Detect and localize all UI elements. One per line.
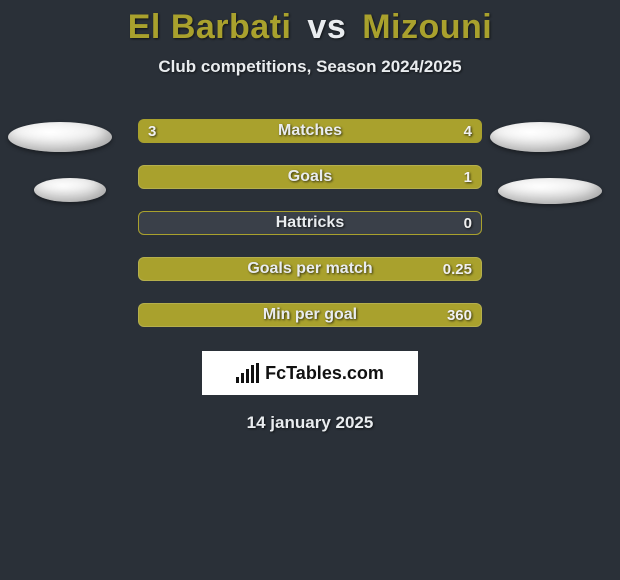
logo-text: FcTables.com [265, 363, 384, 384]
vs-separator: vs [307, 8, 346, 46]
snapshot-date: 14 january 2025 [0, 413, 620, 433]
player1-name: El Barbati [128, 8, 292, 46]
stat-value-right: 360 [447, 303, 472, 327]
competition-subtitle: Club competitions, Season 2024/2025 [0, 57, 620, 77]
stat-row: 0Hattricks [138, 211, 482, 235]
avatar-placeholder [8, 122, 112, 152]
avatar-placeholder [490, 122, 590, 152]
source-logo: FcTables.com [202, 351, 418, 395]
stat-fill-left [138, 119, 276, 143]
bars-icon [236, 363, 259, 383]
stat-row: 1Goals [138, 165, 482, 189]
comparison-title: El Barbati vs Mizouni [0, 0, 620, 47]
stat-value-left: 3 [148, 119, 156, 143]
stat-value-right: 0 [464, 211, 472, 235]
stat-value-right: 1 [464, 165, 472, 189]
stat-fill-full [138, 257, 482, 281]
avatar-placeholder [498, 178, 602, 204]
stat-value-right: 0.25 [443, 257, 472, 281]
stat-fill-full [138, 165, 482, 189]
stat-fill-empty [138, 211, 482, 235]
stat-row: 0.25Goals per match [138, 257, 482, 281]
stat-row: 34Matches [138, 119, 482, 143]
avatar-placeholder [34, 178, 106, 202]
stat-fill-full [138, 303, 482, 327]
stat-row: 360Min per goal [138, 303, 482, 327]
stat-value-right: 4 [464, 119, 472, 143]
stat-fill-right [276, 119, 482, 143]
player2-name: Mizouni [362, 8, 492, 46]
